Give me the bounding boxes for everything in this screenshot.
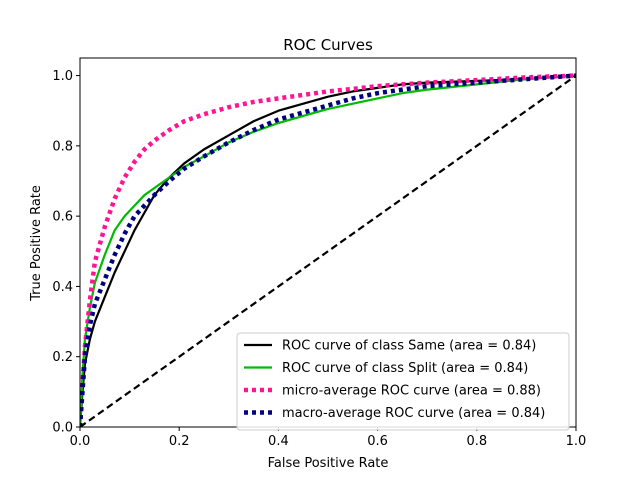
plot-area: 0.0 0.2 0.4 0.6 0.8 1.0 0.0 0.2 0.4 0.6 0.8 1.0 xyxy=(52,57,587,449)
chart-title: ROC Curves xyxy=(283,36,373,54)
x-tick-label: 0.2 xyxy=(169,434,190,449)
x-tick-label: 1.0 xyxy=(566,434,587,449)
y-tick-label: 0.0 xyxy=(52,421,73,436)
legend-label-3: macro-average ROC curve (area = 0.84) xyxy=(282,406,545,421)
legend-label-1: ROC curve of class Split (area = 0.84) xyxy=(282,361,528,376)
y-tick-label: 0.4 xyxy=(52,280,73,295)
x-tick-label: 0.4 xyxy=(268,434,289,449)
legend-box xyxy=(236,332,570,431)
series-line-3 xyxy=(80,73,576,427)
y-tick-label: 0.8 xyxy=(52,139,73,154)
x-axis-label: False Positive Rate xyxy=(268,456,389,471)
x-tick-label: 0.8 xyxy=(466,434,487,449)
y-tick-label: 0.6 xyxy=(52,210,73,225)
legend-label-0: ROC curve of class Same (area = 0.84) xyxy=(282,339,536,354)
series-line-0 xyxy=(80,74,576,427)
y-axis-label: True Positive Rate xyxy=(29,185,44,302)
series-line-4 xyxy=(80,74,576,427)
series-line-1 xyxy=(80,74,576,427)
x-tick-label: 0.0 xyxy=(70,434,91,449)
series-line-2 xyxy=(80,73,576,427)
x-tick-label: 0.6 xyxy=(367,434,388,449)
y-tick-label: 0.2 xyxy=(52,350,73,365)
legend-label-2: micro-average ROC curve (area = 0.88) xyxy=(282,384,541,399)
y-tick-label: 1.0 xyxy=(52,69,73,84)
legend: ROC curve of class Same (area = 0.84) ROC… xyxy=(236,332,570,431)
